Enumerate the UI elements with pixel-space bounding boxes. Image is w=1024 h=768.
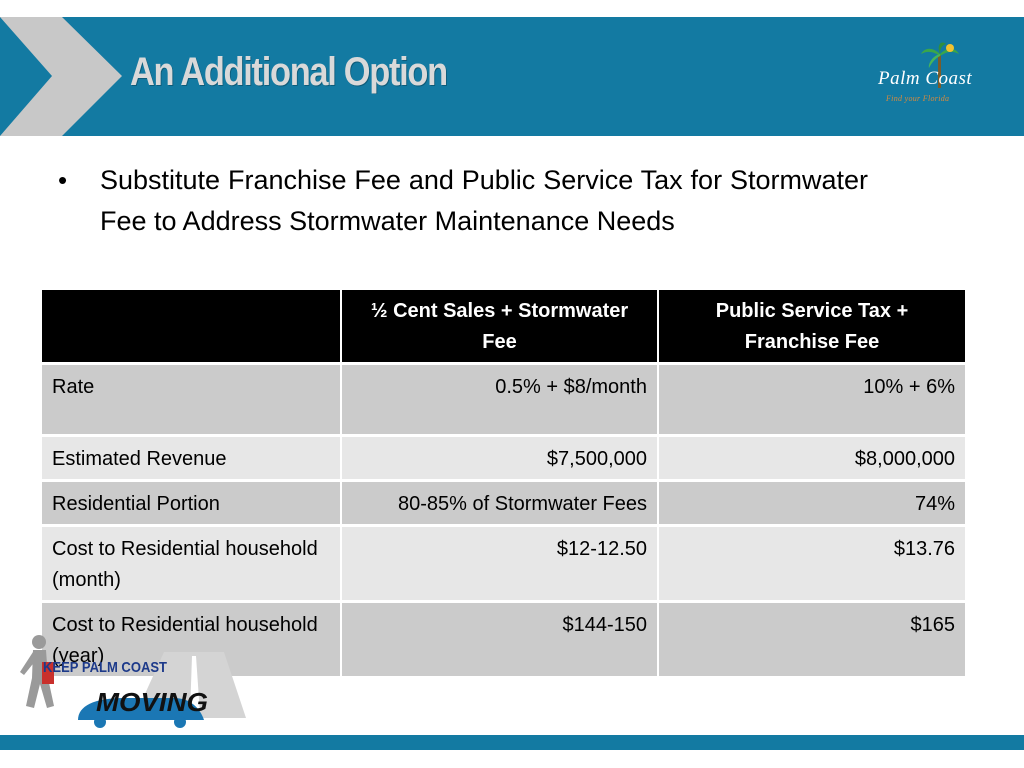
header-band [0, 17, 1024, 136]
cell-value: $7,500,000 [340, 434, 658, 481]
kpc-line1: KEEP PALM COAST [43, 659, 167, 676]
cell-value: $165 [657, 600, 965, 676]
header-half-cent-sales: ½ Cent Sales + Stormwater Fee [340, 290, 658, 364]
slide-title: An Additional Option [130, 50, 448, 94]
row-label: Rate [42, 362, 341, 436]
kpc-line2: MOVING [96, 687, 208, 717]
header-empty-cell [42, 290, 341, 364]
car-shape [78, 698, 204, 720]
cell-value: $8,000,000 [657, 434, 965, 481]
cell-value: 10% + 6% [657, 362, 965, 436]
table-header-row: ½ Cent Sales + Stormwater Fee Public Ser… [42, 290, 965, 364]
bullet-point: • Substitute Franchise Fee and Public Se… [58, 160, 870, 242]
footer-band [0, 735, 1024, 750]
cell-value: $13.76 [657, 524, 965, 602]
table-row: Cost to Residential household (year) $14… [42, 600, 965, 676]
table-row: Estimated Revenue $7,500,000 $8,000,000 [42, 434, 965, 481]
table-row: Rate 0.5% + $8/month 10% + 6% [42, 362, 965, 436]
row-label: Cost to Residential household (month) [42, 524, 341, 602]
row-label: Estimated Revenue [42, 434, 341, 481]
bullet-text: Substitute Franchise Fee and Public Serv… [100, 165, 868, 236]
row-label: Residential Portion [42, 479, 341, 526]
logo-tagline: Find your Florida [886, 94, 950, 103]
cell-value: 80-85% of Stormwater Fees [340, 479, 658, 526]
table-row: Cost to Residential household (month) $1… [42, 524, 965, 602]
cell-value: $12-12.50 [340, 524, 658, 602]
palm-tree-icon [921, 42, 959, 88]
table-row: Residential Portion 80-85% of Stormwater… [42, 479, 965, 526]
bullet-dot-icon: • [58, 165, 68, 195]
comparison-table: ½ Cent Sales + Stormwater Fee Public Ser… [42, 290, 965, 676]
chevron-arrow-icon [0, 17, 122, 136]
logo-brand-text: Palm Coast [878, 68, 973, 89]
row-label: Cost to Residential household (year) [42, 600, 341, 676]
palm-coast-logo: Palm Coast Find your Florida [872, 40, 1012, 112]
top-strip [0, 0, 1024, 17]
header-public-service-tax: Public Service Tax + Franchise Fee [657, 290, 965, 364]
cell-value: 0.5% + $8/month [340, 362, 658, 436]
cell-value: $144-150 [340, 600, 658, 676]
cell-value: 74% [657, 479, 965, 526]
keep-palm-coast-moving-logo: KEEP PALM COAST MOVING [20, 635, 246, 728]
